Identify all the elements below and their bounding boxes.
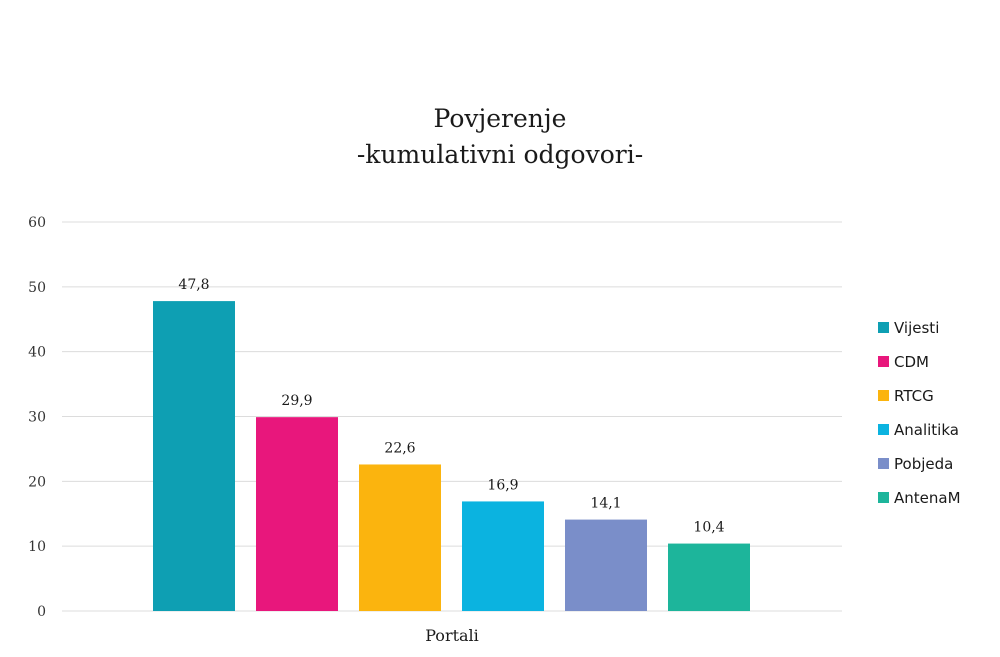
legend-swatch <box>878 390 889 401</box>
bar-vijesti <box>153 301 235 611</box>
x-category-label: Portali <box>425 626 479 645</box>
bar-rtcg <box>359 464 441 611</box>
legend-item-antenam: AntenaM <box>878 489 961 507</box>
data-labels: 47,8 29,9 22,6 16,9 14,1 10,4 <box>178 277 724 535</box>
legend-label: RTCG <box>894 387 934 405</box>
chart-title-line-2: -kumulativni odgovori- <box>357 140 643 169</box>
data-label-vijesti: 47,8 <box>178 277 209 293</box>
data-label-cdm: 29,9 <box>281 393 312 409</box>
y-tick-label: 30 <box>28 410 46 426</box>
y-tick-label: 20 <box>28 474 46 490</box>
data-label-pobjeda: 14,1 <box>590 496 621 512</box>
legend-swatch <box>878 322 889 333</box>
y-tick-label: 40 <box>28 345 46 361</box>
legend: Vijesti CDM RTCG Analitika Pobjeda AntenaM <box>878 319 961 507</box>
y-tick-label: 10 <box>28 539 46 555</box>
bar-pobjeda <box>565 519 647 611</box>
chart-title: Povjerenje -kumulativni odgovori- <box>357 104 643 169</box>
legend-item-pobjeda: Pobjeda <box>878 455 953 473</box>
data-label-rtcg: 22,6 <box>384 440 415 456</box>
legend-label: Pobjeda <box>894 455 953 473</box>
legend-item-analitika: Analitika <box>878 421 959 439</box>
y-tick-label: 60 <box>28 215 46 231</box>
bar-analitika <box>462 501 544 611</box>
y-axis-tick-labels: 0 10 20 30 40 50 60 <box>28 215 46 620</box>
data-label-analitika: 16,9 <box>487 477 518 493</box>
legend-swatch <box>878 458 889 469</box>
legend-swatch <box>878 356 889 367</box>
y-tick-label: 50 <box>28 280 46 296</box>
legend-label: Vijesti <box>894 319 939 337</box>
legend-label: CDM <box>894 353 929 371</box>
legend-item-rtcg: RTCG <box>878 387 934 405</box>
legend-item-vijesti: Vijesti <box>878 319 939 337</box>
chart-title-line-1: Povjerenje <box>434 104 567 133</box>
bar-antenam <box>668 543 750 611</box>
legend-swatch <box>878 492 889 503</box>
legend-label: Analitika <box>894 421 959 439</box>
legend-label: AntenaM <box>894 489 961 507</box>
bar-cdm <box>256 417 338 611</box>
legend-item-cdm: CDM <box>878 353 929 371</box>
y-tick-label: 0 <box>37 604 46 620</box>
legend-swatch <box>878 424 889 435</box>
data-label-antenam: 10,4 <box>693 520 724 536</box>
bars <box>153 301 750 611</box>
